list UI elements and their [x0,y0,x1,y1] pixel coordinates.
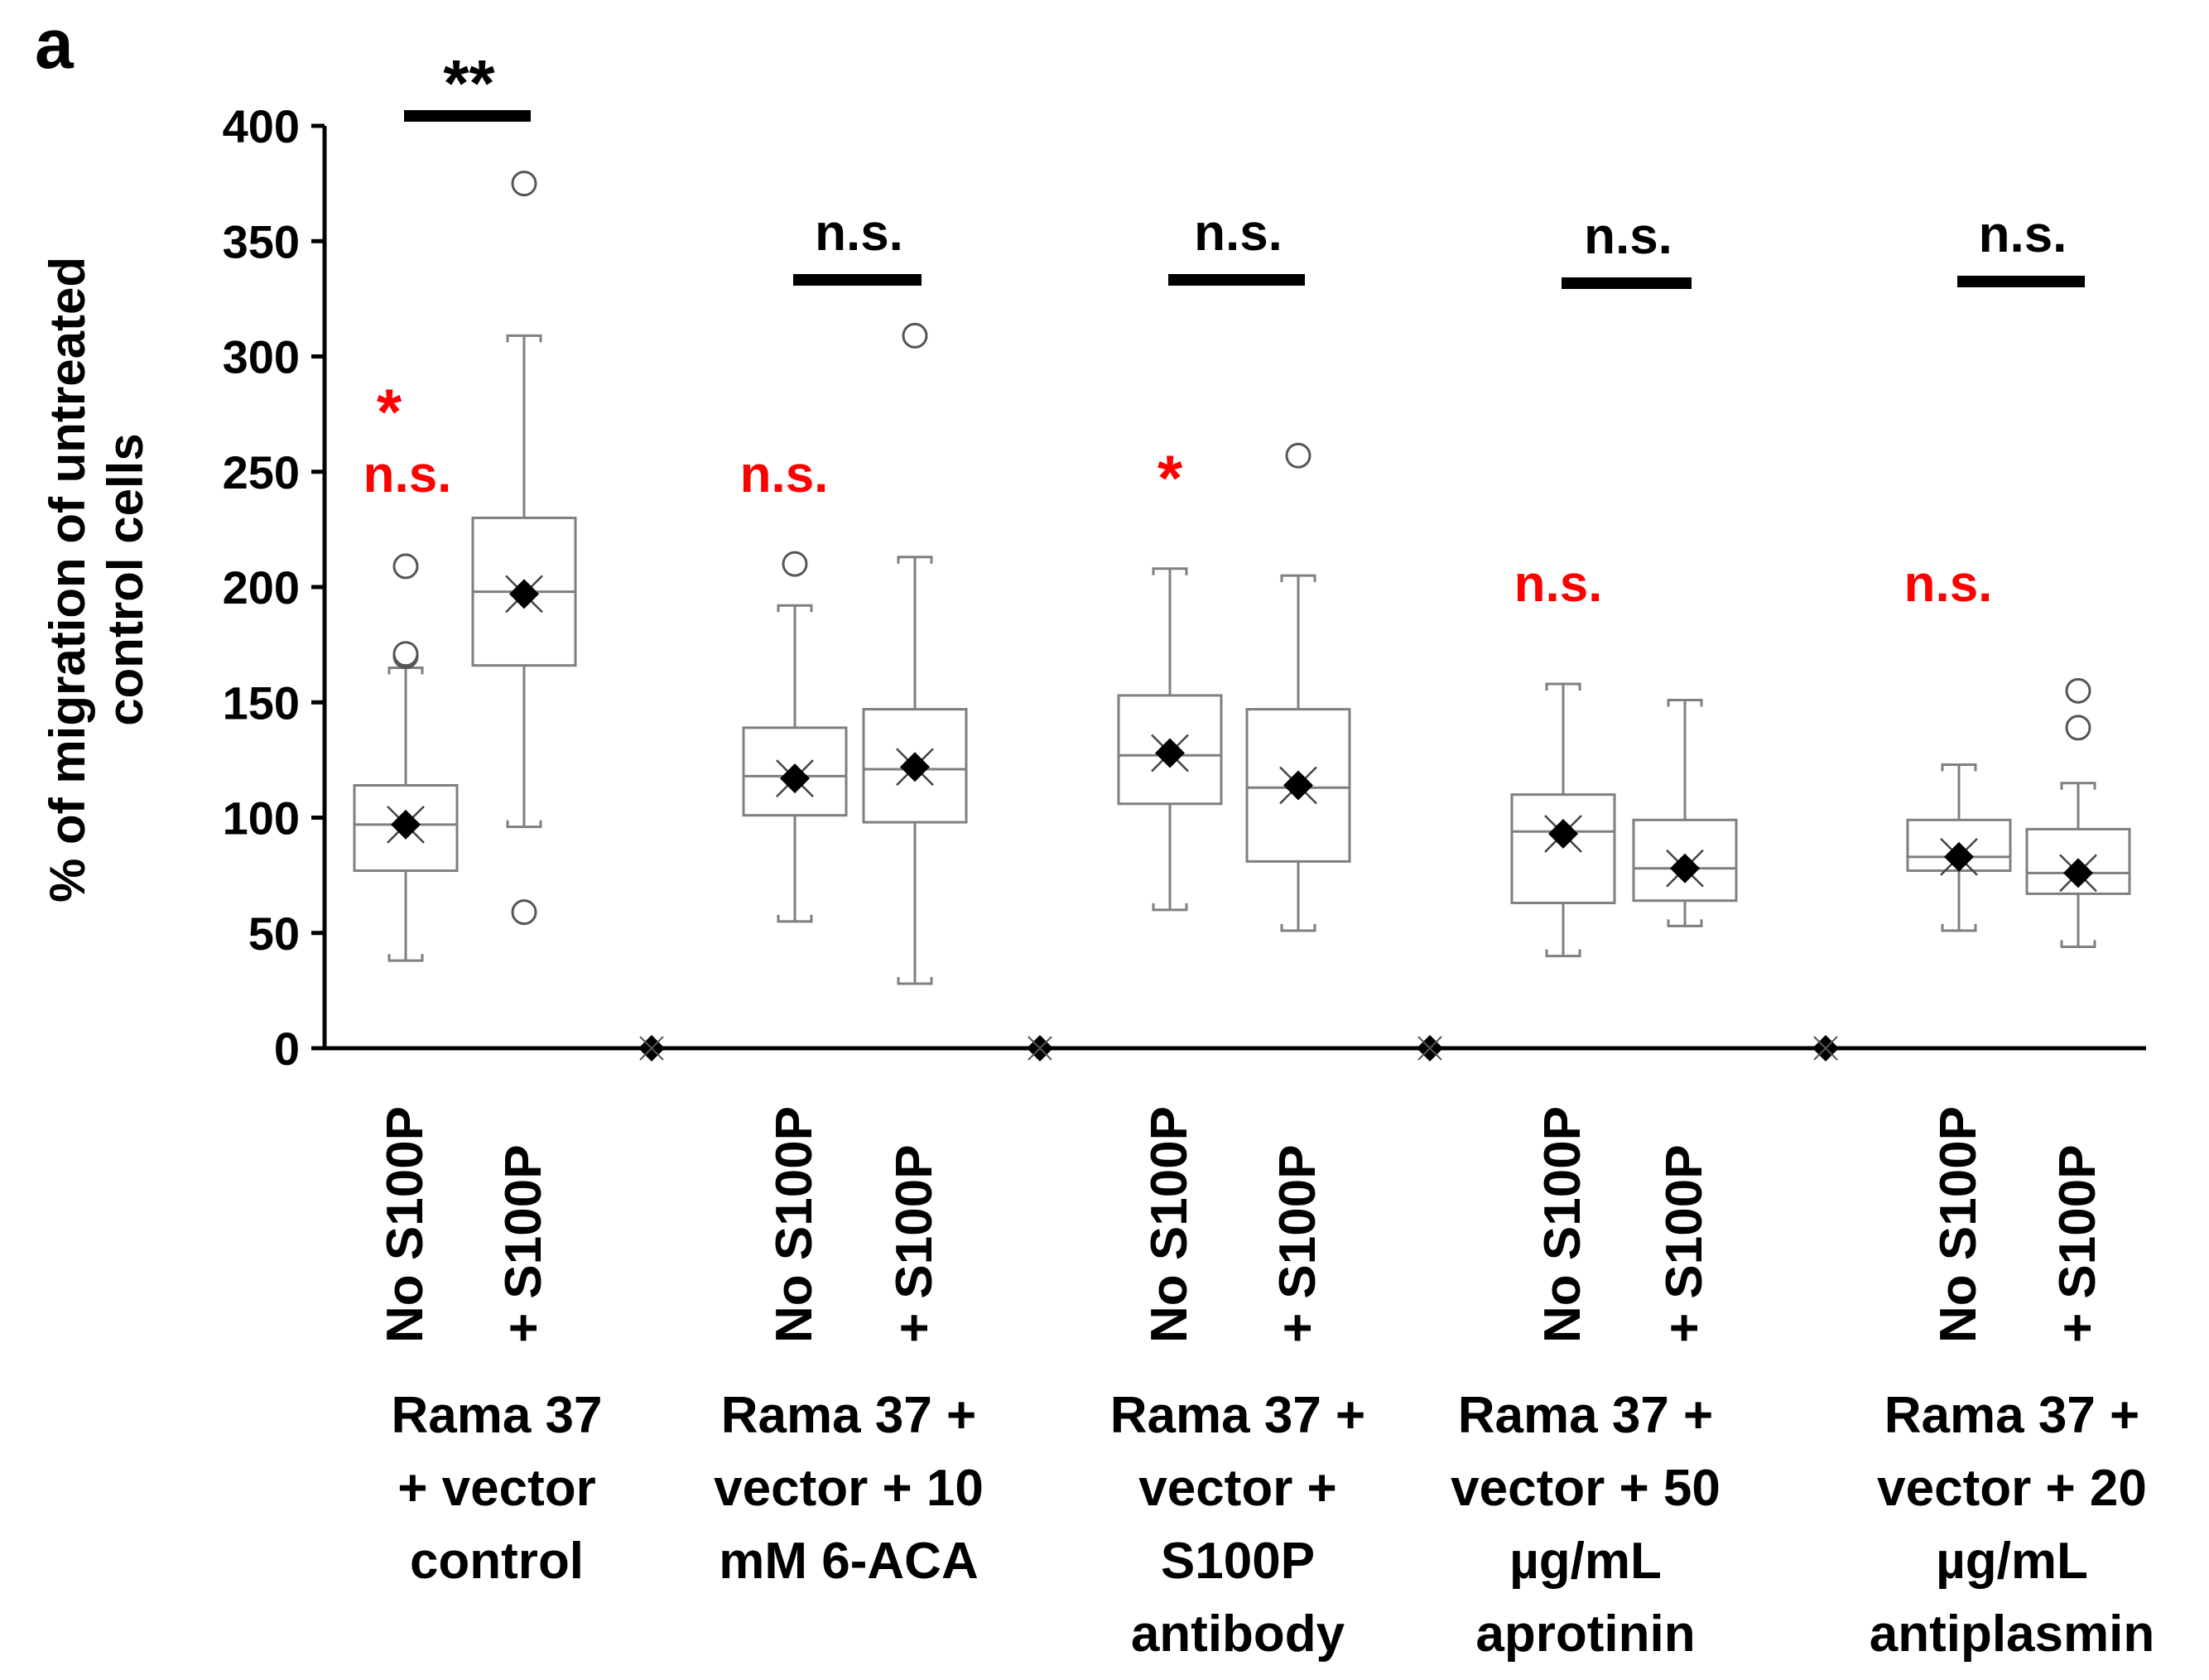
significance-bracket-label: n.s. [815,205,903,262]
significance-bracket-label: n.s. [1584,208,1672,265]
outlier-point [782,551,808,577]
whisker-cap-lower [506,820,542,829]
box-category-label: + S100P [2049,1144,2106,1343]
y-tick-label: 50 [248,907,300,960]
whisker-cap-lower [1941,923,1977,932]
significance-label-red: * [1157,441,1183,514]
y-tick-label: 300 [223,331,300,383]
y-tick-label: 150 [223,676,300,729]
box-category-label: + S100P [1269,1144,1326,1343]
group-label-line: antiplasmin [1870,1605,2155,1663]
group-label-line: vector + [1138,1460,1337,1517]
box-mean-marker [900,752,930,782]
group-label-line: aprotinin [1475,1605,1695,1663]
box-mean-marker [780,763,810,794]
group-label-line: µg/mL [1509,1533,1662,1590]
box-category-label: No S100P [766,1106,823,1343]
box-mean-marker [2063,858,2093,888]
whisker-cap-lower [1667,919,1703,927]
group-label-line: S100P [1161,1533,1315,1590]
y-tick-label: 200 [223,561,300,614]
y-tick-label: 350 [223,215,300,267]
whisker-cap-lower [777,914,813,923]
group-label-line: Rama 37 [391,1387,602,1444]
panel-label: a [35,5,75,83]
outlier-point [1285,442,1311,469]
box-mean-marker [509,579,539,609]
box-category-label: + S100P [886,1144,943,1343]
box-mean-marker [1670,853,1700,883]
y-axis-label-line-1: % of migration of untreated [40,257,95,903]
whisker-cap-upper [1667,698,1703,707]
group-label-line: antibody [1131,1605,1345,1663]
box-mean-marker [1283,770,1313,801]
outlier-point [511,899,537,926]
significance-bracket-label: n.s. [1194,205,1283,262]
significance-label-red: n.s. [1514,556,1603,613]
box-mean-marker [1548,818,1578,849]
group-label-line: control [410,1533,584,1590]
box-category-label: No S100P [1534,1106,1591,1343]
whisker-cap-upper [897,556,933,564]
whisker-cap-upper [1152,567,1188,575]
box-category-label: No S100P [1930,1106,1987,1343]
group-label-line: Rama 37 + [1458,1387,1714,1444]
group-label-line: Rama 37 + [1884,1387,2140,1444]
whisker-cap-upper [1941,763,1977,772]
whisker-cap-upper [1280,574,1316,583]
box-mean-marker [1155,738,1185,768]
spacer-point-cross [1027,1036,1052,1061]
outlier-point [902,322,928,349]
whisker-cap-upper [1545,682,1581,691]
y-axis-label: % of migration of untreated control cell… [40,257,153,903]
group-label-line: vector + 20 [1877,1460,2147,1517]
significance-label-red: n.s. [740,446,829,503]
y-axis-label-line-2: control cells [98,433,153,725]
significance-label-red: * [377,375,402,448]
y-tick-label: 0 [274,1023,300,1075]
group-label-line: + vector [397,1460,596,1517]
group-label-line: µg/mL [1936,1533,2088,1590]
spacer-point-cross [639,1036,664,1061]
y-tick-label: 400 [223,100,300,152]
group-label-line: vector + 50 [1451,1460,1721,1517]
box-mean-marker [391,809,421,840]
group-label-line: Rama 37 + [1110,1387,1366,1444]
whisker-cap-upper [2060,782,2096,790]
significance-label-red: n.s. [363,446,452,503]
group-label-line: Rama 37 + [721,1387,977,1444]
whisker-cap-lower [387,954,424,962]
whisker-cap-lower [2060,940,2096,948]
outlier-point [2065,715,2091,741]
box-iqr [1632,818,1738,903]
group-label-line: mM 6-ACA [719,1533,978,1590]
whisker-cap-lower [1545,949,1581,958]
box-iqr [1510,793,1616,905]
y-tick-label: 250 [223,446,300,498]
outlier-point [392,553,419,580]
box-category-label: + S100P [495,1144,552,1343]
significance-bracket-label: ** [443,46,495,120]
box-category-label: No S100P [377,1106,434,1343]
significance-bracket-label: n.s. [1979,206,2067,263]
outlier-point [2065,677,2091,704]
spacer-point-cross [1417,1036,1442,1061]
outlier-point [392,641,419,667]
box-mean-marker [1944,841,1974,872]
whisker-cap-lower [1152,903,1188,912]
whisker-cap-upper [777,604,813,613]
y-tick-label: 100 [223,792,300,845]
spacer-point-cross [1813,1036,1838,1061]
box-category-label: No S100P [1141,1106,1198,1343]
whisker-cap-upper [506,334,542,343]
significance-label-red: n.s. [1904,556,1993,613]
whisker-cap-lower [897,977,933,985]
group-label-line: vector + 10 [714,1460,984,1517]
plot-area: 0 50 100 150 200 250 300 350 400 No S100P + S100P N… [223,46,2155,1663]
outlier-point [511,171,537,197]
box-category-label: + S100P [1656,1144,1713,1343]
whisker-cap-lower [1280,923,1316,932]
